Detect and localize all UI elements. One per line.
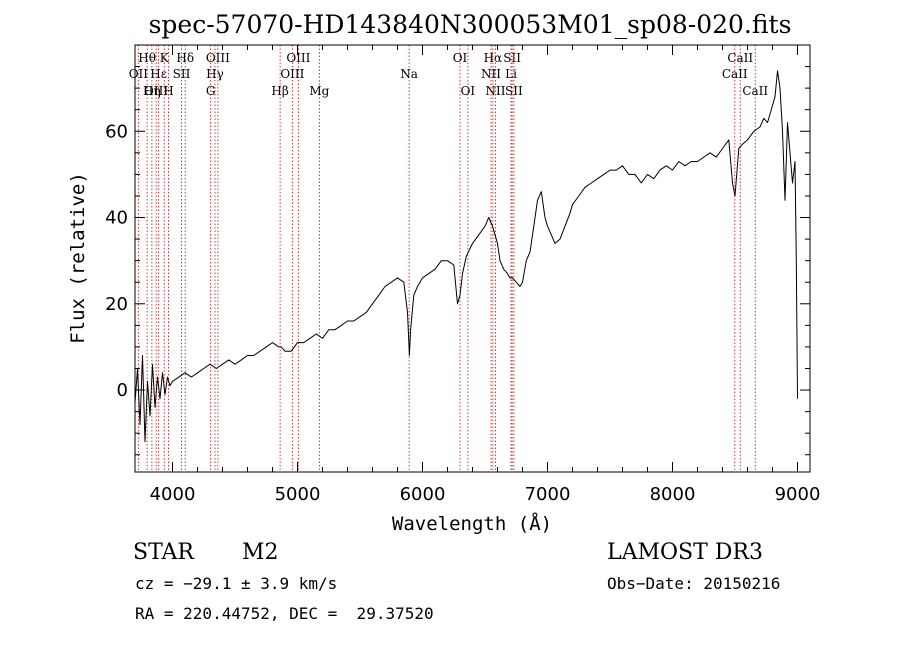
emission-line-label: CaII	[742, 84, 768, 98]
emission-line-label: NII	[486, 84, 506, 98]
emission-line-label: Mg	[309, 84, 329, 98]
emission-line-label: Hα	[484, 51, 503, 65]
x-tick-label: 6000	[400, 484, 446, 505]
y-axis-label: Flux (relative)	[67, 172, 89, 344]
emission-line-label: Hη	[143, 84, 161, 98]
emission-line-label: H	[163, 84, 173, 98]
emission-line-label: SII	[173, 67, 191, 81]
x-tick-label: 8000	[650, 484, 696, 505]
y-axis-ticks: 0 20 40 60	[105, 66, 810, 456]
emission-line-label: K	[160, 51, 170, 65]
survey-name: LAMOST DR3	[607, 540, 763, 565]
emission-line-label: OII	[129, 67, 149, 81]
subclass: M2	[242, 540, 279, 565]
x-axis-ticks: 4000 5000 6000 7000 8000 9000	[150, 45, 821, 505]
spectrum-line	[134, 70, 798, 443]
redshift-velocity: cz = −29.1 ± 3.9 km/s	[135, 574, 338, 593]
emission-line-label: OI	[453, 51, 468, 65]
chart-title: spec-57070-HD143840N300053M01_sp08-020.f…	[149, 10, 792, 39]
x-tick-label: 5000	[275, 484, 321, 505]
emission-line-label: Hθ	[138, 51, 156, 65]
spectrum-layer	[134, 70, 798, 443]
y-tick-label: 40	[105, 208, 128, 229]
x-axis-label: Wavelength (Å)	[392, 512, 552, 535]
x-tick-label: 4000	[150, 484, 196, 505]
emission-line-label: G	[206, 84, 216, 98]
emission-line-label: OIII	[144, 84, 168, 98]
y-tick-label: 60	[105, 121, 128, 142]
emission-line-label: CaII	[727, 51, 753, 65]
emission-line-label: Hε	[150, 67, 167, 81]
plot-frame	[134, 44, 811, 473]
y-tick-label: 20	[105, 294, 128, 315]
emission-line-label: CaII	[722, 67, 748, 81]
emission-line-label: OIII	[280, 67, 304, 81]
emission-line-label: Hδ	[176, 51, 194, 65]
emission-line-label: SII	[505, 84, 523, 98]
emission-line-label: Li	[505, 67, 517, 81]
emission-line-label: OIII	[286, 51, 310, 65]
x-tick-label: 9000	[775, 484, 821, 505]
object-class: STAR	[133, 540, 194, 565]
emission-line-label: Hγ	[206, 67, 224, 81]
emission-line-label: Hβ	[271, 84, 288, 98]
emission-line-label: Na	[400, 67, 418, 81]
emission-line-label: OI	[461, 84, 476, 98]
x-tick-label: 7000	[525, 484, 571, 505]
emission-line-label: SII	[503, 51, 521, 65]
coordinates: RA = 220.44752, DEC = 29.37520	[135, 604, 434, 623]
observation-date: Obs−Date: 20150216	[607, 574, 781, 593]
emission-line-label: OIII	[206, 51, 230, 65]
emission-line-label: NII	[481, 67, 501, 81]
y-tick-label: 0	[117, 380, 128, 401]
